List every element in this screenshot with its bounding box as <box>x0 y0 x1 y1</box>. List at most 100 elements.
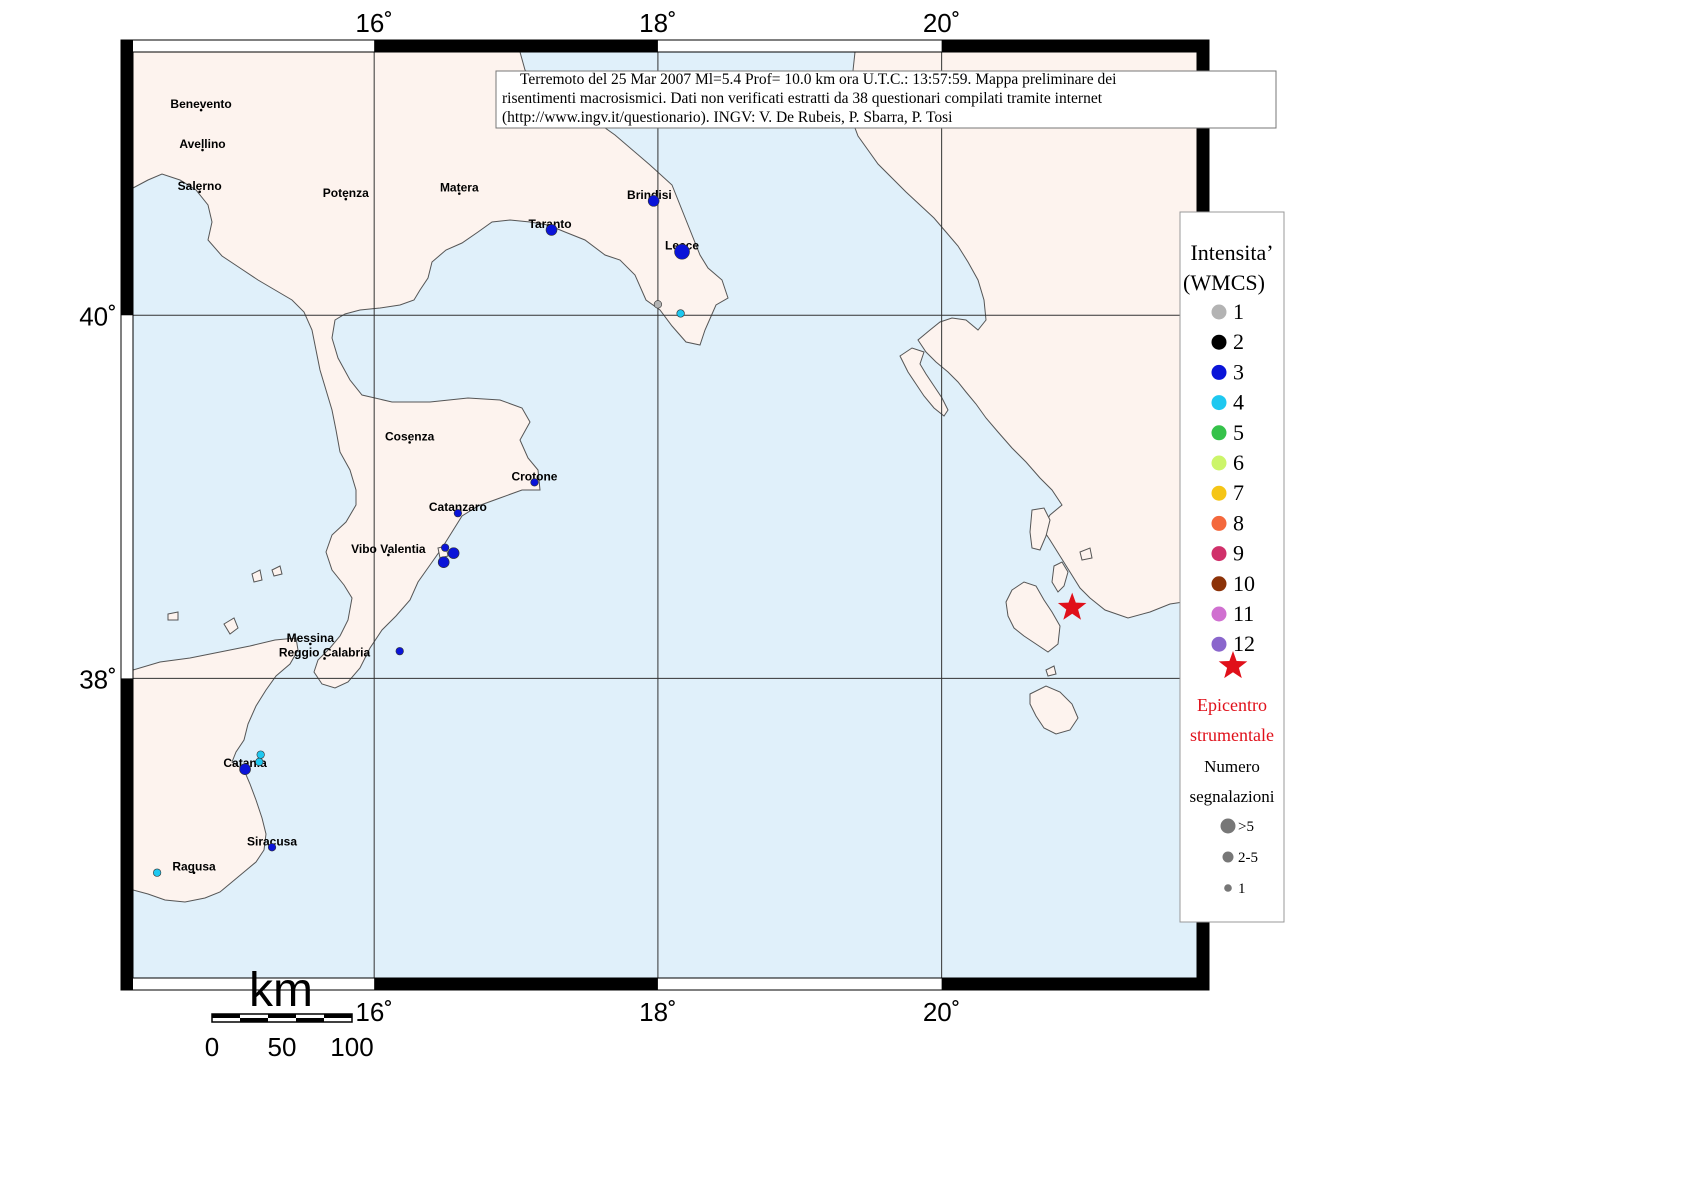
observation-dot <box>653 300 663 309</box>
frame-corner <box>121 978 133 990</box>
scale-bar-segment <box>212 1014 240 1018</box>
observation-dot <box>676 309 685 318</box>
title-line-3: (http://www.ingv.it/questionario). INGV:… <box>502 109 953 126</box>
observation-dot <box>256 750 265 759</box>
city-label: Crotone <box>511 469 557 483</box>
frame-corner <box>1197 40 1209 52</box>
legend-epicenter-line-1: Epicentro <box>1197 695 1267 715</box>
city-label: Avellino <box>179 137 225 151</box>
observation-dot <box>674 243 690 260</box>
legend-level-dot <box>1211 304 1227 320</box>
legend-level-label: 12 <box>1233 631 1255 656</box>
legend-level-dot <box>1211 395 1227 411</box>
legend-level-dot <box>1211 515 1227 531</box>
city-label: Benevento <box>170 97 231 111</box>
frame-bar-top <box>374 40 658 52</box>
legend-epicenter-star <box>1218 651 1248 679</box>
title-box-border <box>495 70 1277 129</box>
observation-dot <box>239 763 251 775</box>
city-marker <box>344 197 348 201</box>
city-label: Cosenza <box>385 429 435 443</box>
legend-level-dot <box>1211 425 1227 441</box>
city-marker <box>199 108 203 112</box>
legend-title-line-1: Intensita’ <box>1190 240 1273 265</box>
land-corfu <box>899 347 949 417</box>
city-label: Catanzaro <box>429 500 487 514</box>
scale-bar-segment <box>268 1014 296 1018</box>
land-island <box>271 565 283 577</box>
land-island <box>1079 547 1093 561</box>
city-marker <box>201 148 204 152</box>
legend-level-dot <box>1211 576 1227 592</box>
legend-count-label: 1 <box>1238 881 1246 897</box>
legend-count-label: >5 <box>1238 819 1254 835</box>
legend-level-dot <box>1211 455 1227 471</box>
map-title-box: Terremoto del 25 Mar 2007 Ml=5.4 Prof= 1… <box>495 70 1277 129</box>
legend-level-label: 5 <box>1233 420 1244 445</box>
observation-dot <box>647 195 660 207</box>
legend-level-label: 10 <box>1233 571 1255 596</box>
scale-bar: km 0 50 100 <box>205 964 374 1062</box>
legend-count-title-1: Numero <box>1204 757 1260 776</box>
land-zakynthos <box>1029 685 1079 735</box>
legend-level-label: 3 <box>1233 359 1244 384</box>
legend-title-line-2: (WMCS) <box>1183 270 1265 295</box>
observation-dot <box>255 757 264 767</box>
legend-level-label: 11 <box>1233 601 1254 626</box>
city-marker <box>192 871 196 874</box>
frame-bar-top <box>941 40 1197 52</box>
lat-tick-label-left: 38˚ <box>79 664 117 694</box>
land-ithaca <box>1051 561 1069 593</box>
observation-dot <box>545 224 558 236</box>
legend-level-label: 7 <box>1233 480 1244 505</box>
frame-bar-left <box>121 678 133 978</box>
legend-level-dot <box>1211 606 1227 622</box>
legend-level-label: 6 <box>1233 450 1244 475</box>
graticule <box>133 52 1197 978</box>
scale-bar-segment <box>296 1018 324 1022</box>
lon-tick-label-bottom: 18˚ <box>639 997 677 1027</box>
city-marker <box>323 657 326 660</box>
scale-bar-segment <box>240 1018 268 1022</box>
lat-tick-label-left: 40˚ <box>79 301 117 331</box>
legend-count-label: 2-5 <box>1238 850 1258 866</box>
city-marker <box>408 441 411 444</box>
legend-box <box>1179 211 1285 923</box>
land-kefalonia <box>1005 581 1061 653</box>
frame-bar-bottom <box>941 978 1197 990</box>
land-lefkada <box>1029 507 1051 551</box>
city-label: Messina <box>287 631 335 645</box>
scale-label-50: 50 <box>268 1032 297 1062</box>
land-island <box>167 611 179 621</box>
city-label: Reggio Calabria <box>279 645 371 659</box>
legend-count-dot <box>1224 884 1232 892</box>
observation-dot <box>453 509 462 518</box>
legend-level-label: 8 <box>1233 510 1244 535</box>
observation-dot <box>447 547 460 559</box>
city-label: Vibo Valentia <box>351 542 426 556</box>
city-label: Taranto <box>529 217 572 231</box>
city-marker <box>387 553 390 557</box>
legend-level-dot <box>1211 546 1227 562</box>
scale-label-0: 0 <box>205 1032 219 1062</box>
map-frame <box>120 39 1210 991</box>
observation-dot <box>267 843 277 852</box>
legend-count-title-2: segnalazioni <box>1190 787 1275 806</box>
legend-level-dot <box>1211 485 1227 501</box>
frame-corner <box>1197 978 1209 990</box>
land-island <box>1045 665 1057 677</box>
observation-dot <box>153 868 162 877</box>
scale-label-100: 100 <box>330 1032 373 1062</box>
city-label: Matera <box>440 181 479 195</box>
city-marker <box>198 190 201 194</box>
legend-star-icon <box>1218 651 1248 679</box>
lon-tick-label-top: 16˚ <box>355 8 393 38</box>
lon-tick-label-bottom: 16˚ <box>355 997 393 1027</box>
frame-corner <box>121 40 133 52</box>
epicenter-star <box>1057 592 1087 620</box>
legend-level-dot <box>1211 364 1227 380</box>
observation-dot <box>530 478 539 487</box>
scale-bar-segment <box>324 1014 352 1018</box>
